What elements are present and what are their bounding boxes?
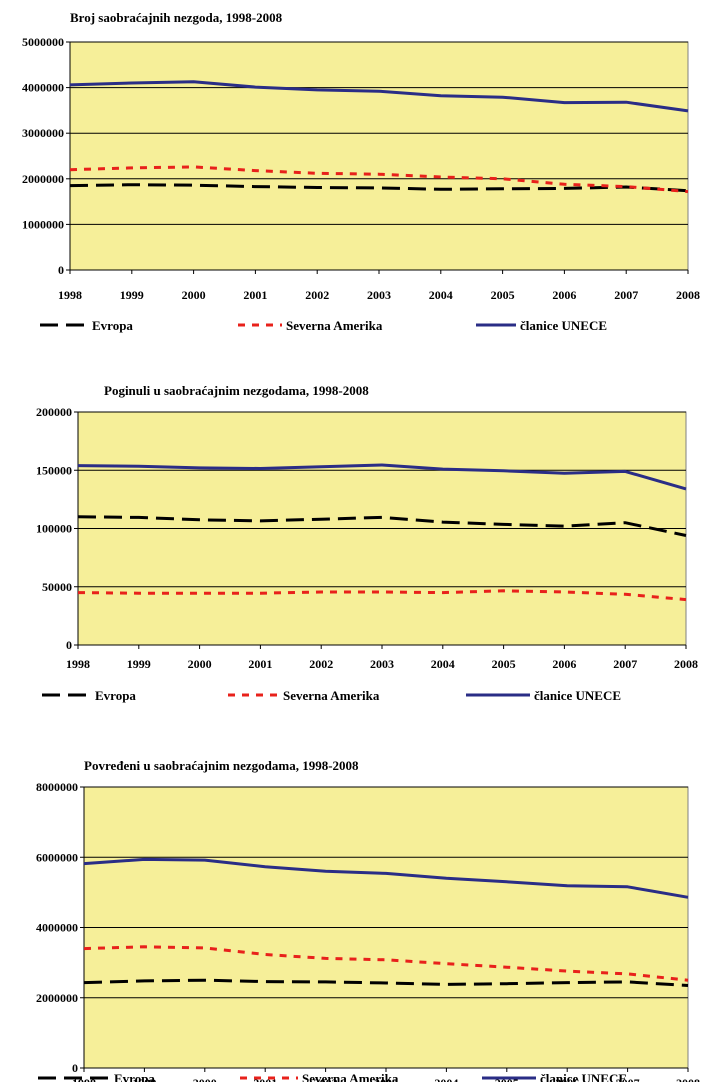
y-tick-label: 200000 — [36, 405, 72, 419]
series-lines — [83, 857, 689, 987]
y-tick-label: 1000000 — [22, 217, 64, 231]
x-tick-label: 2006 — [555, 1076, 579, 1082]
x-tick-label: 2003 — [367, 288, 391, 302]
legend-label-evropa: Evropa — [114, 1071, 155, 1082]
series-line-clanice-unece — [83, 857, 689, 899]
y-tick-label: 3000000 — [22, 126, 64, 140]
x-tick-label: 2000 — [182, 288, 206, 302]
series-line-clanice-unece — [69, 80, 689, 113]
x-tick-label: 2004 — [434, 1076, 458, 1082]
x-tick-label: 2008 — [676, 288, 700, 302]
x-tick-label: 2002 — [314, 1076, 338, 1082]
legend-label-severna-amerika: Severna Amerika — [283, 688, 380, 703]
x-tick-label: 1998 — [58, 288, 82, 302]
y-tick-label: 4000000 — [22, 81, 64, 95]
y-tick-label: 8000000 — [36, 780, 78, 794]
y-axis: 0 2000000 4000000 6000000 8000000 — [36, 780, 85, 1075]
chart-title: Povređeni u saobraćajnim nezgodama, 1998… — [84, 758, 359, 773]
legend-label-evropa: Evropa — [92, 318, 133, 333]
y-tick-label: 100000 — [36, 522, 72, 536]
x-tick-label: 1998 — [66, 657, 90, 671]
x-tick-label: 2007 — [613, 657, 637, 671]
series-line-severna-amerika — [69, 165, 689, 194]
x-tick-label: 2008 — [674, 657, 698, 671]
x-tick-label: 2001 — [248, 657, 272, 671]
series-lines — [77, 463, 687, 602]
x-axis: 1998 1999 2000 2001 2002 2003 2004 2005 2006 2007… — [58, 269, 700, 302]
x-tick-label: 2002 — [309, 657, 333, 671]
legend-label-clanice-unece: članice UNECE — [520, 318, 607, 333]
y-tick-label: 5000000 — [22, 35, 64, 49]
series-lines — [69, 80, 689, 194]
x-tick-label: 2002 — [305, 288, 329, 302]
chart-fatalities: Poginuli u saobraćajnim nezgodama, 1998-… — [36, 383, 698, 703]
y-tick-label: 0 — [66, 638, 72, 652]
y-axis: 0 50000 100000 150000 200000 — [36, 405, 79, 652]
chart-accidents: Broj saobraćajnih nezgoda, 1998-2008 0 10… — [22, 10, 700, 333]
chart-title: Broj saobraćajnih nezgoda, 1998-2008 — [70, 10, 283, 25]
x-tick-label: 2006 — [552, 288, 576, 302]
x-tick-label: 2004 — [429, 288, 453, 302]
series-line-evropa — [77, 515, 687, 537]
series-line-clanice-unece — [77, 463, 687, 491]
x-tick-label: 2003 — [374, 1076, 398, 1082]
y-tick-label: 2000000 — [22, 172, 64, 186]
legend-label-clanice-unece: članice UNECE — [534, 688, 621, 703]
legend-label-clanice-unece: članice UNECE — [540, 1071, 627, 1082]
x-tick-label: 1999 — [120, 288, 144, 302]
y-tick-label: 4000000 — [36, 921, 78, 935]
y-tick-label: 150000 — [36, 463, 72, 477]
y-tick-label: 0 — [58, 263, 64, 277]
x-tick-label: 2008 — [676, 1076, 700, 1082]
x-tick-label: 2001 — [243, 288, 267, 302]
plot-area — [69, 41, 689, 271]
y-axis: 0 1000000 2000000 3000000 4000000 5000000 — [22, 35, 71, 277]
x-tick-label: 2007 — [614, 288, 638, 302]
legend: Evropa Severna Amerika članice UNECE — [42, 688, 621, 703]
gridlines — [70, 41, 688, 225]
x-tick-label: 2007 — [616, 1076, 640, 1082]
y-tick-label: 0 — [72, 1061, 78, 1075]
x-tick-label: 1999 — [132, 1076, 156, 1082]
x-tick-label: 2005 — [491, 288, 515, 302]
x-tick-label: 1999 — [127, 657, 151, 671]
legend-label-severna-amerika: Severna Amerika — [302, 1071, 399, 1082]
series-line-severna-amerika — [83, 945, 689, 982]
series-line-severna-amerika — [77, 589, 687, 602]
x-axis: 1998 1999 2000 2001 2002 2003 2004 2005 2006 2007… — [66, 644, 698, 671]
x-tick-label: 2005 — [492, 657, 516, 671]
x-tick-label: 2000 — [193, 1076, 217, 1082]
gridlines — [84, 786, 688, 999]
gridlines — [78, 411, 686, 588]
x-tick-label: 2003 — [370, 657, 394, 671]
legend-label-evropa: Evropa — [95, 688, 136, 703]
x-tick-label: 2004 — [431, 657, 455, 671]
chart-injuries: Povređeni u saobraćajnim nezgodama, 1998… — [36, 758, 700, 1082]
x-tick-label: 2001 — [253, 1076, 277, 1082]
y-tick-label: 2000000 — [36, 991, 78, 1005]
x-tick-label: 2000 — [188, 657, 212, 671]
y-tick-label: 50000 — [42, 580, 72, 594]
chart-title: Poginuli u saobraćajnim nezgodama, 1998-… — [104, 383, 369, 398]
legend-label-severna-amerika: Severna Amerika — [286, 318, 383, 333]
legend: Evropa Severna Amerika članice UNECE — [38, 1071, 627, 1082]
x-tick-label: 2006 — [552, 657, 576, 671]
series-line-evropa — [83, 978, 689, 987]
legend: Evropa Severna Amerika članice UNECE — [40, 318, 607, 333]
x-tick-label: 1998 — [72, 1076, 96, 1082]
y-tick-label: 6000000 — [36, 850, 78, 864]
